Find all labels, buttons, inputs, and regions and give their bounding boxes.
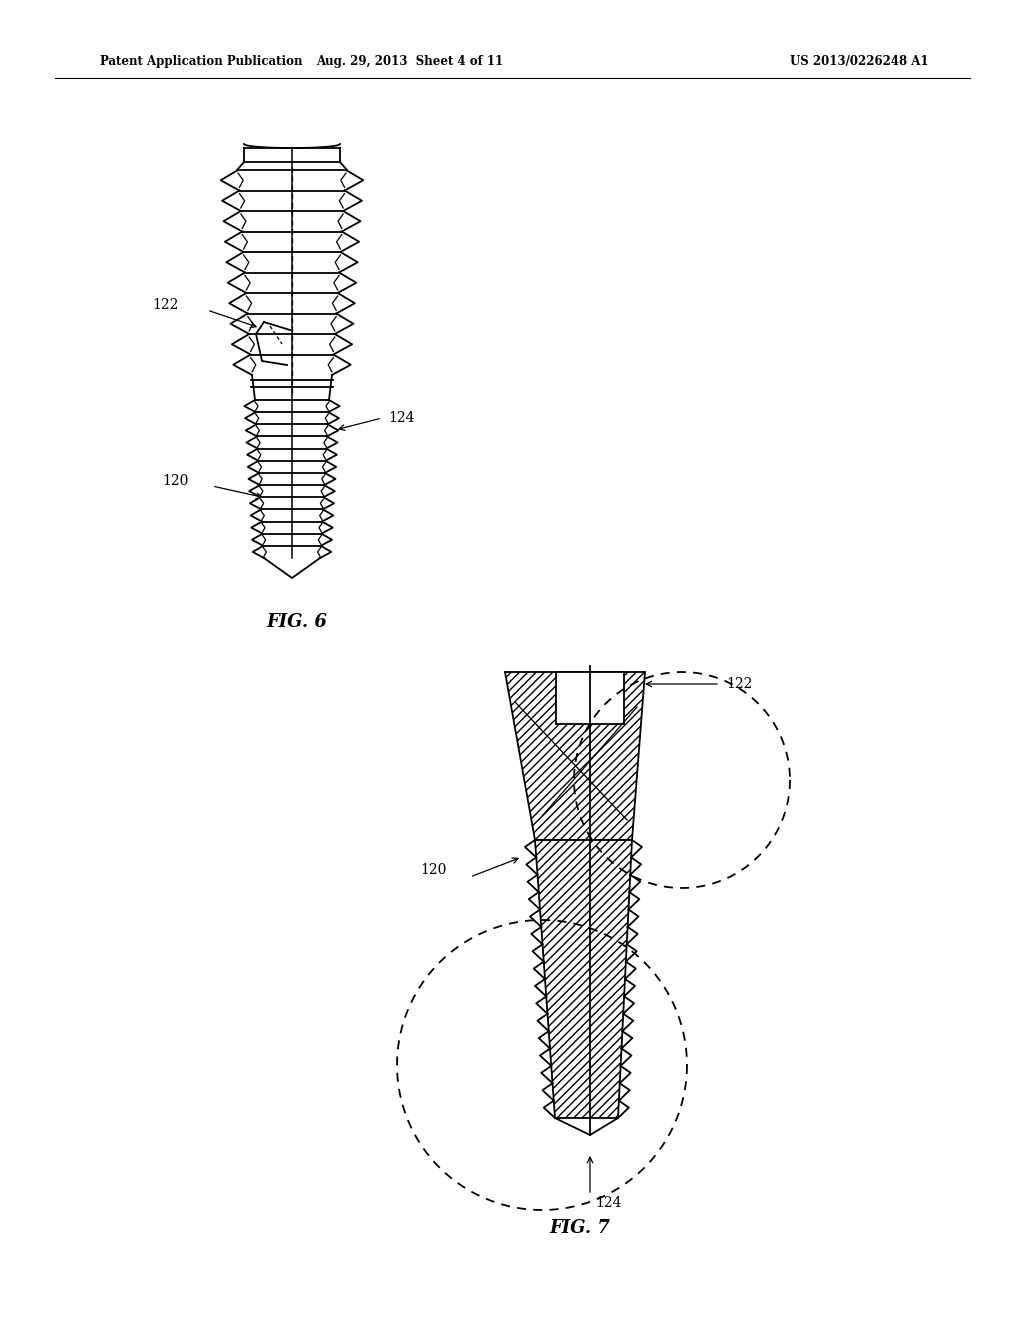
Text: 122: 122 [726,677,753,690]
Text: FIG. 7: FIG. 7 [550,1218,610,1237]
Text: US 2013/0226248 A1: US 2013/0226248 A1 [790,55,929,69]
Text: 120: 120 [420,863,446,876]
Text: Aug. 29, 2013  Sheet 4 of 11: Aug. 29, 2013 Sheet 4 of 11 [316,55,504,69]
Polygon shape [505,672,645,840]
Text: FIG. 6: FIG. 6 [266,612,328,631]
Text: 122: 122 [152,298,178,312]
Bar [556,672,624,723]
Text: 124: 124 [388,411,415,425]
Text: Patent Application Publication: Patent Application Publication [100,55,302,69]
Polygon shape [535,840,632,1118]
Text: 120: 120 [162,474,188,488]
Text: 124: 124 [595,1196,622,1210]
